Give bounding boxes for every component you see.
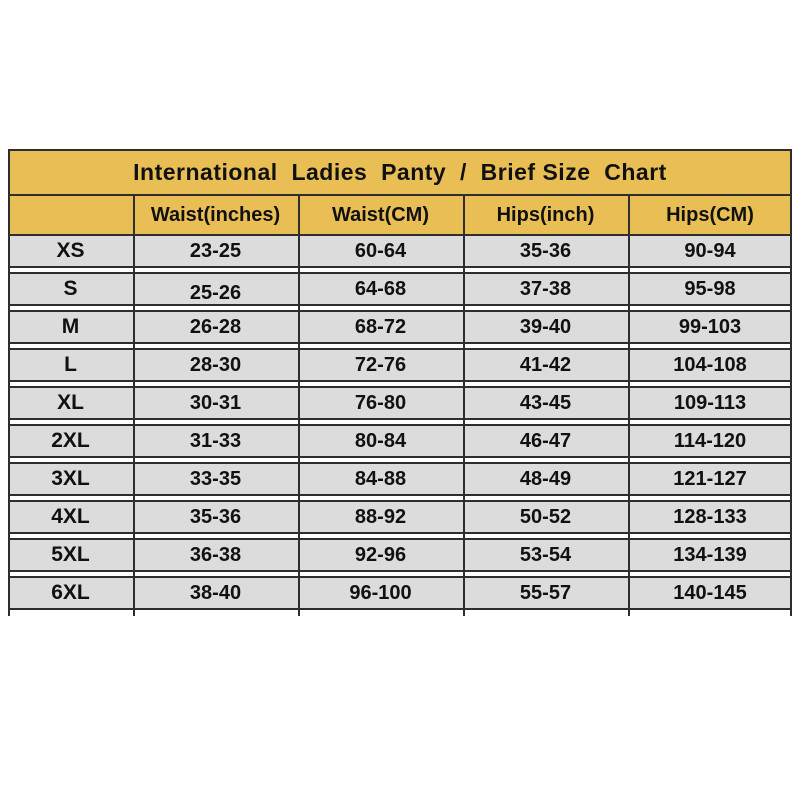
column-divider-line bbox=[628, 196, 630, 616]
hips-inch-value: 37-38 bbox=[519, 277, 572, 300]
hips-inch-value: 46-47 bbox=[519, 429, 572, 452]
hips-cm-value: 140-145 bbox=[673, 581, 747, 604]
waist-inches-value: 28-30 bbox=[189, 353, 242, 376]
size-label: M bbox=[61, 315, 80, 338]
waist-cm-value: 84-88 bbox=[354, 467, 407, 490]
waist-inches-value: 35-36 bbox=[189, 505, 242, 528]
table-row-xs: XS 23-25 60-64 35-36 90-94 bbox=[8, 234, 792, 268]
hips-inch-value: 55-57 bbox=[519, 581, 572, 604]
table-row-5xl: 5XL 36-38 92-96 53-54 134-139 bbox=[8, 538, 792, 572]
hips-inch-value: 48-49 bbox=[519, 467, 572, 490]
column-divider-line bbox=[463, 196, 465, 616]
hips-cm-value: 90-94 bbox=[684, 239, 736, 262]
table-body: XS 23-25 60-64 35-36 90-94 S 25-26 64-68… bbox=[8, 234, 792, 610]
table-row-xl: XL 30-31 76-80 43-45 109-113 bbox=[8, 386, 792, 420]
size-label: XL bbox=[57, 391, 84, 414]
table-right-border-line bbox=[790, 149, 792, 616]
size-label: 3XL bbox=[51, 467, 90, 490]
hips-cm-value: 104-108 bbox=[673, 353, 747, 376]
waist-inches-value: 25-26 bbox=[189, 283, 242, 304]
size-label: 6XL bbox=[51, 581, 90, 604]
hips-cm-value: 128-133 bbox=[673, 505, 747, 528]
waist-cm-value: 60-64 bbox=[354, 239, 407, 262]
waist-inches-value: 38-40 bbox=[189, 581, 242, 604]
waist-cm-value: 68-72 bbox=[354, 315, 407, 338]
table-row-s: S 25-26 64-68 37-38 95-98 bbox=[8, 272, 792, 306]
size-label: 4XL bbox=[51, 505, 90, 528]
table-row-4xl: 4XL 35-36 88-92 50-52 128-133 bbox=[8, 500, 792, 534]
hips-cm-value: 114-120 bbox=[673, 429, 747, 452]
size-label: 5XL bbox=[51, 543, 90, 566]
waist-cm-value: 80-84 bbox=[354, 429, 407, 452]
column-header-hips-inch: Hips(inch) bbox=[496, 203, 595, 226]
table-header-row: Waist(inches) Waist(CM) Hips(inch) Hips(… bbox=[8, 196, 792, 234]
hips-cm-value: 109-113 bbox=[673, 391, 747, 414]
column-divider-line bbox=[133, 196, 135, 616]
waist-inches-value: 30-31 bbox=[189, 391, 242, 414]
hips-inch-value: 50-52 bbox=[519, 505, 572, 528]
table-row-l: L 28-30 72-76 41-42 104-108 bbox=[8, 348, 792, 382]
column-header-waist-cm: Waist(CM) bbox=[331, 203, 430, 226]
waist-cm-value: 96-100 bbox=[349, 581, 412, 604]
waist-cm-value: 92-96 bbox=[354, 543, 407, 566]
table-row-3xl: 3XL 33-35 84-88 48-49 121-127 bbox=[8, 462, 792, 496]
column-header-hips-cm: Hips(CM) bbox=[666, 203, 754, 226]
column-divider-line bbox=[298, 196, 300, 616]
size-label: L bbox=[64, 353, 77, 376]
waist-inches-value: 26-28 bbox=[189, 315, 242, 338]
hips-inch-value: 43-45 bbox=[519, 391, 572, 414]
hips-cm-value: 134-139 bbox=[673, 543, 747, 566]
waist-cm-value: 64-68 bbox=[354, 277, 407, 300]
table-left-border-line bbox=[8, 149, 10, 616]
hips-cm-value: 95-98 bbox=[684, 277, 736, 300]
table-row-6xl: 6XL 38-40 96-100 55-57 140-145 bbox=[8, 576, 792, 610]
hips-inch-value: 35-36 bbox=[519, 239, 572, 262]
hips-inch-value: 41-42 bbox=[519, 353, 572, 376]
waist-inches-value: 36-38 bbox=[189, 543, 242, 566]
column-header-waist-inches: Waist(inches) bbox=[150, 203, 281, 226]
table-row-2xl: 2XL 31-33 80-84 46-47 114-120 bbox=[8, 424, 792, 458]
size-label: S bbox=[63, 277, 78, 300]
waist-inches-value: 31-33 bbox=[189, 429, 242, 452]
hips-inch-value: 39-40 bbox=[519, 315, 572, 338]
size-chart-table: International Ladies Panty / Brief Size … bbox=[8, 149, 792, 616]
chart-title: International Ladies Panty / Brief Size … bbox=[8, 149, 792, 196]
waist-inches-value: 33-35 bbox=[189, 467, 242, 490]
hips-cm-value: 121-127 bbox=[673, 467, 747, 490]
waist-cm-value: 72-76 bbox=[354, 353, 407, 376]
table-row-m: M 26-28 68-72 39-40 99-103 bbox=[8, 310, 792, 344]
size-label: 2XL bbox=[51, 429, 90, 452]
waist-cm-value: 88-92 bbox=[354, 505, 407, 528]
hips-cm-value: 99-103 bbox=[678, 315, 742, 338]
waist-cm-value: 76-80 bbox=[354, 391, 407, 414]
waist-inches-value: 23-25 bbox=[189, 239, 242, 262]
size-label: XS bbox=[56, 239, 85, 262]
hips-inch-value: 53-54 bbox=[519, 543, 572, 566]
